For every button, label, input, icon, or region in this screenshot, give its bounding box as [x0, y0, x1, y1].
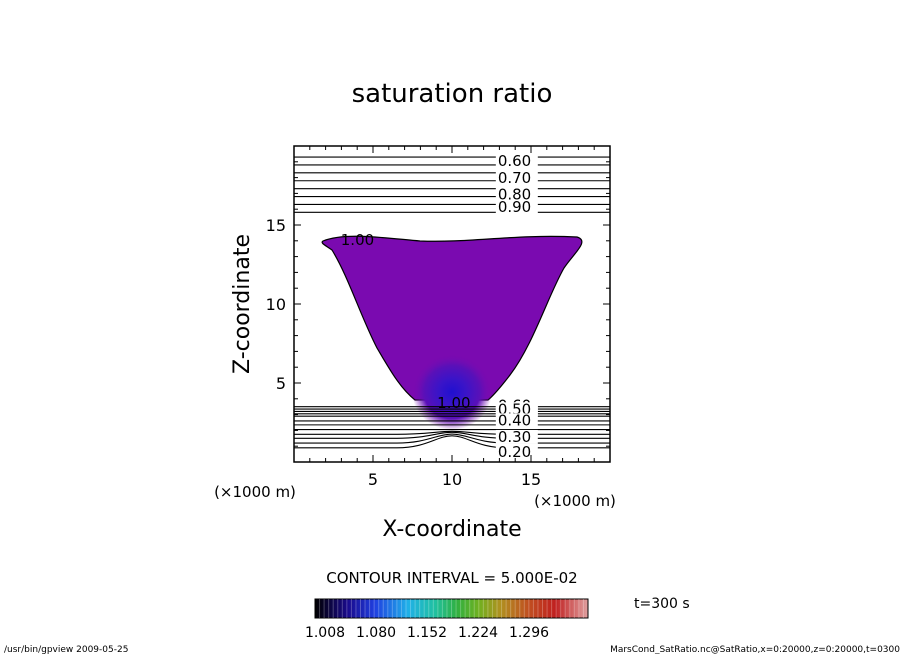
contour-label: 0.60 — [495, 152, 538, 170]
x-tick-label: 10 — [442, 470, 462, 489]
footer-right: MarsCond_SatRatio.nc@SatRatio,x=0:20000,… — [610, 645, 900, 654]
colorbar-tick-label: 1.224 — [458, 625, 498, 641]
contour-label: 0.20 — [495, 443, 538, 461]
svg-text:0.60: 0.60 — [498, 152, 531, 170]
colorbar-tick-label: 1.080 — [356, 625, 396, 641]
x-tick-label: 5 — [368, 470, 378, 489]
colorbar-tick-label: 1.152 — [407, 625, 447, 641]
colorbar-tick-label: 1.296 — [509, 625, 549, 641]
contour-label: 0.70 — [495, 169, 538, 187]
contour-line — [294, 435, 610, 449]
y-tick-label: 5 — [276, 374, 286, 393]
y-tick-label: 15 — [266, 216, 286, 235]
plot-area — [294, 156, 610, 449]
contour-label: 1.00 — [437, 394, 470, 412]
contour-labels: 0.600.700.800.900.600.500.400.300.201.00… — [341, 152, 538, 461]
svg-text:0.20: 0.20 — [498, 443, 531, 461]
svg-text:0.80: 0.80 — [498, 185, 531, 203]
time-label: t=300 s — [634, 596, 690, 612]
x-unit-label-left: (×1000 m) — [214, 483, 296, 501]
lower-contour-lines — [294, 406, 610, 449]
x-unit-label-right: (×1000 m) — [534, 492, 616, 510]
contour-line — [294, 431, 610, 439]
colorbar-stripes — [319, 599, 584, 618]
contour-line — [294, 433, 610, 444]
saturated-region — [321, 235, 583, 401]
svg-text:0.30: 0.30 — [498, 428, 531, 446]
colorbar-ticks: 1.008 1.080 1.152 1.224 1.296 — [305, 625, 549, 641]
colorbar — [314, 598, 589, 619]
colorbar-tick-label: 1.008 — [305, 625, 345, 641]
x-axis-label: X-coordinate — [382, 517, 521, 542]
svg-text:0.40: 0.40 — [498, 411, 531, 429]
blue-maximum-spot — [412, 354, 492, 430]
footer-left: /usr/bin/gpview 2009-05-25 — [4, 645, 128, 654]
contour-label: 1.00 — [341, 231, 374, 249]
svg-text:0.90: 0.90 — [498, 198, 531, 216]
contour-label: 0.40 — [495, 411, 538, 429]
upper-contour-lines — [294, 156, 610, 213]
contour-label: 0.90 — [495, 198, 538, 216]
contour-label: 0.80 — [495, 185, 538, 203]
y-axis-label: Z-coordinate — [230, 234, 255, 374]
contour-interval-text: CONTOUR INTERVAL = 5.000E-02 — [326, 569, 577, 587]
y-tick-label: 10 — [266, 295, 286, 314]
chart-title: saturation ratio — [352, 79, 553, 109]
x-tick-label: 15 — [521, 470, 541, 489]
contour-label: 0.30 — [495, 428, 538, 446]
axis-ticks: 5 10 15 5 10 15 — [266, 146, 610, 489]
contour-line — [294, 430, 610, 435]
svg-text:0.70: 0.70 — [498, 169, 531, 187]
